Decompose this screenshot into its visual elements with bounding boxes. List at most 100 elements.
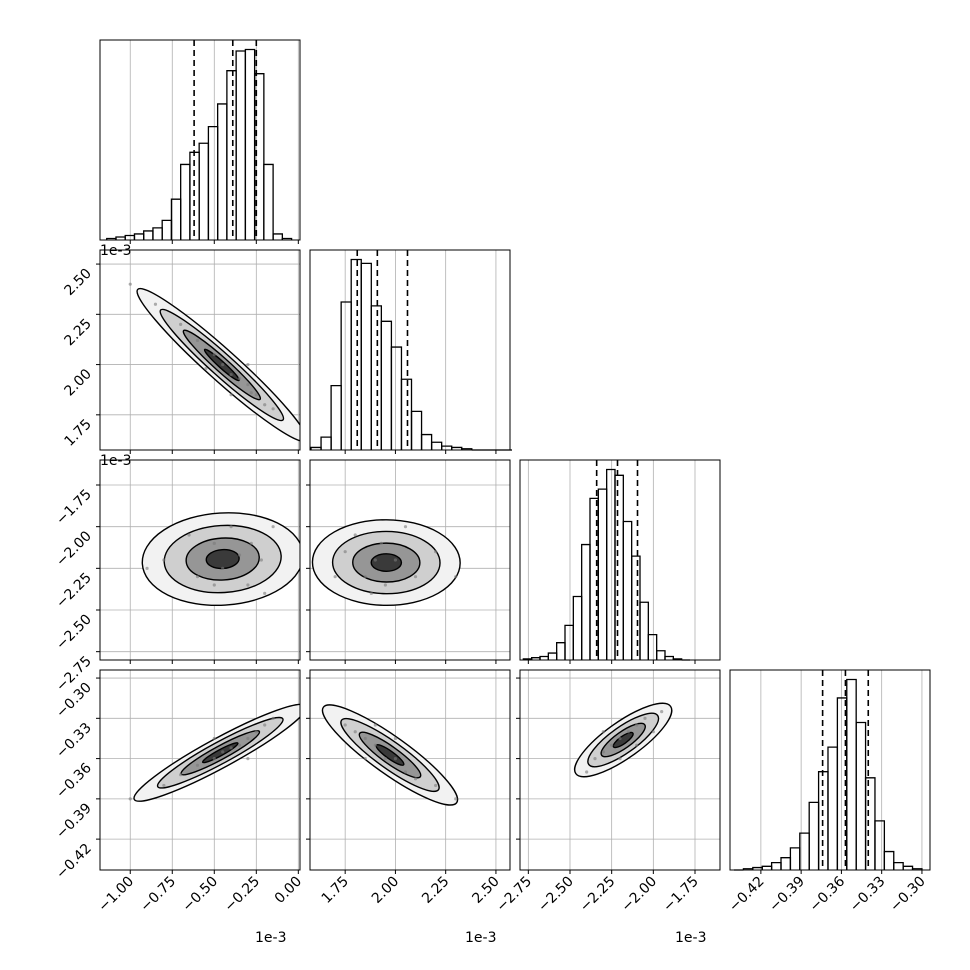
sample-point	[221, 566, 225, 570]
histogram-step	[180, 163, 191, 240]
sample-point	[383, 583, 387, 587]
sample-point	[204, 366, 208, 371]
sample-point	[246, 362, 250, 367]
sample-point	[413, 575, 418, 579]
histogram-step	[547, 652, 558, 660]
sample-point	[229, 373, 233, 377]
y-tick-label: −0.42	[53, 841, 95, 883]
sample-point	[128, 282, 132, 286]
sample-point	[651, 730, 655, 734]
histogram-step	[855, 721, 867, 870]
panel-frame	[519, 459, 721, 661]
sample-point	[212, 756, 216, 761]
density-group	[141, 512, 300, 607]
sample-point	[393, 736, 398, 741]
histogram-step	[170, 198, 182, 240]
histogram-step	[614, 474, 624, 660]
sample-point	[353, 533, 357, 537]
sample-point	[271, 525, 275, 529]
sample-point	[237, 553, 242, 557]
histogram-step	[340, 301, 352, 450]
histogram-step	[226, 70, 237, 240]
histogram-step	[874, 820, 886, 870]
sample-point	[153, 302, 158, 306]
histogram-step	[761, 865, 773, 870]
panel-frame	[99, 669, 301, 871]
sample-point	[343, 723, 347, 727]
sample-point	[263, 403, 267, 407]
sample-point	[259, 558, 263, 562]
sample-point	[212, 736, 216, 741]
sample-point	[373, 558, 377, 562]
sample-point	[195, 575, 200, 579]
density-group	[573, 702, 673, 778]
sample-point	[212, 352, 216, 357]
sample-point	[601, 730, 605, 734]
panel-frame	[309, 459, 511, 661]
histogram-step	[400, 378, 413, 450]
sample-point	[187, 533, 191, 537]
x-tick-label: −0.30	[887, 874, 929, 916]
sample-point	[254, 730, 258, 734]
sample-point	[179, 773, 183, 777]
histogram-step	[152, 227, 163, 240]
histogram-step	[864, 777, 876, 870]
sample-point	[249, 541, 253, 545]
sample-point	[229, 393, 233, 397]
histogram-step	[647, 633, 658, 660]
sample-point	[162, 558, 166, 562]
x-tick-label: −2.00	[619, 874, 661, 916]
histogram-step	[827, 746, 839, 870]
panel-frame	[99, 39, 301, 241]
x-tick-label: −1.75	[660, 874, 702, 916]
histogram-step	[911, 868, 923, 870]
sample-point	[254, 393, 258, 397]
sample-point	[618, 756, 622, 761]
histogram-step	[330, 385, 342, 450]
y-tick-label: 2.25	[61, 316, 94, 349]
sample-point	[618, 736, 622, 741]
histogram-step	[893, 861, 904, 870]
density-group	[311, 519, 461, 607]
histogram-step	[902, 865, 914, 870]
panel-frame	[309, 669, 511, 871]
histogram-step	[216, 103, 228, 240]
sample-point	[263, 723, 267, 727]
density-group	[128, 703, 300, 802]
histogram-step	[133, 233, 145, 240]
histogram-step	[124, 234, 136, 240]
histogram-step	[539, 655, 549, 660]
histogram-step	[780, 857, 792, 870]
sample-point	[162, 783, 166, 788]
sample-point	[434, 550, 438, 554]
x-tick-label: 2.25	[419, 874, 452, 907]
sample-point	[403, 770, 408, 774]
sample-point	[246, 583, 250, 587]
x-tick-label: 1.75	[319, 874, 352, 907]
y-tick-label: 2.50	[61, 266, 94, 299]
histogram-step	[564, 624, 574, 660]
sample-point	[271, 716, 275, 720]
y-offset-label: 1e-3	[100, 453, 131, 469]
x-tick-label: −0.42	[726, 874, 768, 916]
sample-point	[229, 525, 233, 529]
sample-point	[246, 736, 250, 741]
y-tick-label: 1.75	[61, 416, 94, 449]
histogram-step	[198, 142, 210, 240]
sample-point	[373, 743, 377, 747]
panel-frame	[99, 459, 301, 661]
sample-point	[403, 525, 408, 529]
sample-point	[221, 750, 225, 754]
sample-point	[660, 710, 664, 714]
sample-point	[195, 763, 200, 767]
sample-point	[212, 541, 216, 545]
sample-point	[610, 743, 614, 747]
histogram-step	[390, 346, 403, 450]
x-tick-label: −0.25	[221, 874, 263, 916]
sample-point	[413, 777, 418, 781]
sample-point	[373, 723, 377, 727]
sample-point	[179, 322, 183, 326]
sample-point	[246, 383, 250, 387]
y-tick-label: −2.25	[53, 570, 95, 612]
